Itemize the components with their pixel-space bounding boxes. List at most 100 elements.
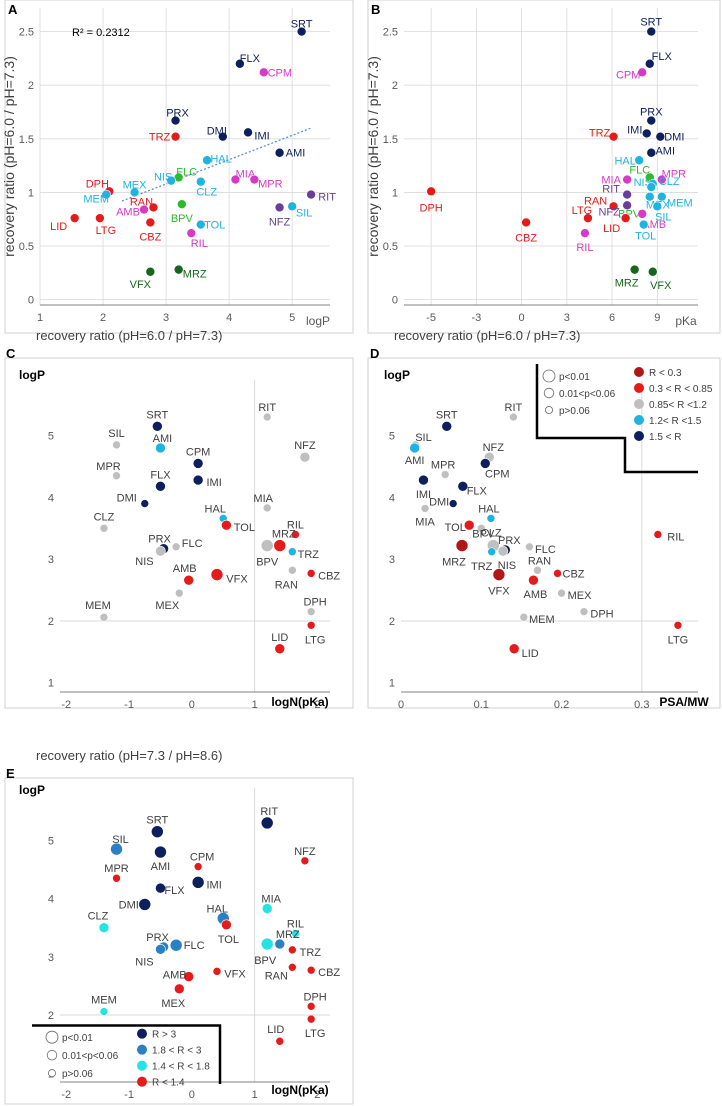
y-tick-label: 2	[28, 80, 34, 92]
point-label: TRZ	[298, 549, 320, 561]
point-label: MPR	[662, 169, 687, 181]
data-point-rit	[262, 412, 272, 422]
legend-color-marker	[634, 431, 644, 441]
data-point-ran	[288, 565, 297, 575]
point-label: LTG	[572, 205, 593, 217]
point-label: AMI	[655, 146, 675, 158]
x-axis-label: pKa	[675, 314, 697, 328]
point-label: FLX	[150, 469, 171, 481]
data-point-ran	[148, 202, 159, 213]
data-point-lid	[69, 213, 80, 223]
point-label: MPR	[258, 179, 283, 191]
data-point-rit	[306, 189, 316, 200]
point-label: RIL	[667, 531, 684, 543]
data-point-bpv	[177, 199, 187, 210]
point-label: SRT	[146, 409, 168, 421]
x-axis-label: PSA/MW	[659, 695, 709, 709]
data-point-flx	[155, 882, 166, 894]
data-point-cbz	[306, 569, 316, 578]
data-point-ltg	[673, 620, 683, 630]
point-label: IMI	[206, 879, 221, 891]
point-label: AMI	[405, 455, 425, 467]
data-point-dph	[579, 607, 589, 616]
data-point-vfx	[492, 568, 506, 581]
point-label: MEM	[83, 194, 109, 206]
point-label: FLC	[182, 538, 203, 550]
data-point-mia	[262, 503, 272, 513]
point-label: TRZ	[300, 947, 322, 959]
data-point-rit	[509, 412, 518, 422]
point-label: NIS	[135, 956, 153, 968]
point-label: AMB	[116, 207, 140, 219]
point-label: VFX	[650, 280, 672, 292]
trendline	[121, 127, 312, 202]
point-label: VFX	[224, 968, 246, 980]
point-label: MRZ	[615, 278, 639, 290]
point-label: AMB	[163, 970, 187, 982]
x-tick-label: 0.2	[554, 699, 569, 711]
y-tick-label: 2	[48, 1010, 54, 1022]
y-tick-label: 1	[48, 678, 54, 690]
data-point-mpr	[440, 470, 450, 479]
data-point-trz	[288, 945, 297, 955]
data-point-tol	[463, 519, 475, 531]
point-label: TOL	[234, 522, 255, 534]
point-label: DMI	[207, 126, 227, 138]
data-point-trz	[487, 547, 497, 557]
point-label: MPR	[104, 863, 129, 875]
legend-color-label: R < 1.4	[152, 1078, 185, 1089]
point-label: LID	[267, 1024, 284, 1036]
data-point-ril	[653, 530, 663, 539]
point-label: LTG	[305, 1028, 326, 1040]
data-point-mex	[175, 588, 184, 598]
data-point-srt	[296, 26, 307, 37]
data-point-nis	[155, 545, 166, 557]
point-label: RIT	[260, 806, 278, 818]
point-label: PRX	[146, 932, 169, 944]
x-tick-label: 9	[654, 312, 660, 324]
data-point-amb	[528, 574, 539, 586]
point-label: CPM	[616, 69, 640, 81]
data-point-cpm	[259, 67, 269, 78]
panel-frame	[4, 0, 354, 334]
data-point-clz	[98, 922, 110, 934]
legend-color-marker	[137, 1028, 147, 1039]
data-point-vfx	[212, 967, 222, 976]
data-point-lid	[274, 643, 286, 655]
point-label: RAN	[528, 555, 551, 567]
data-point-ltg	[583, 213, 593, 223]
x-tick-label: -2	[61, 1089, 71, 1101]
data-point-dph	[306, 1002, 316, 1011]
legend-color-label: 1.8 < R < 3	[152, 1046, 202, 1057]
data-point-ami	[155, 442, 166, 454]
point-label: LID	[603, 223, 620, 235]
data-point-imi	[191, 876, 205, 889]
point-label: BPV	[472, 529, 495, 541]
point-label: VFX	[488, 586, 510, 598]
point-label: MRZ	[272, 529, 296, 541]
legend-size-marker	[545, 405, 554, 414]
legend-color-label: R > 3	[152, 1030, 177, 1041]
point-label: MRZ	[183, 269, 207, 281]
panel-a: A 0 0.5 1 1.5 2 2.5 1 2 3 4 5 recovery ratio (pH=6.0…	[1, 0, 354, 334]
data-point-ami	[409, 442, 420, 454]
point-label: MPR	[96, 461, 121, 473]
data-point-nfz	[300, 856, 310, 866]
point-label: PRX	[148, 534, 171, 546]
y-tick-label: 2	[389, 616, 395, 628]
y-tick-label: 3	[48, 952, 54, 964]
point-label: CBZ	[139, 231, 161, 243]
legend-color-marker	[634, 399, 644, 409]
x-axis-label: logN(pKa)	[271, 1083, 328, 1097]
x-tick-label: 4	[226, 312, 232, 324]
data-point-sil	[112, 440, 121, 450]
point-label: SIL	[108, 428, 125, 440]
data-point-flc	[171, 542, 181, 552]
legend-size-label: p<0.01	[62, 1033, 93, 1044]
data-point-mrz	[629, 264, 640, 275]
point-label: PRX	[498, 535, 521, 547]
point-label: CBZ	[515, 232, 537, 244]
data-point-mia	[420, 504, 430, 513]
x-tick-label: 0	[189, 699, 195, 711]
